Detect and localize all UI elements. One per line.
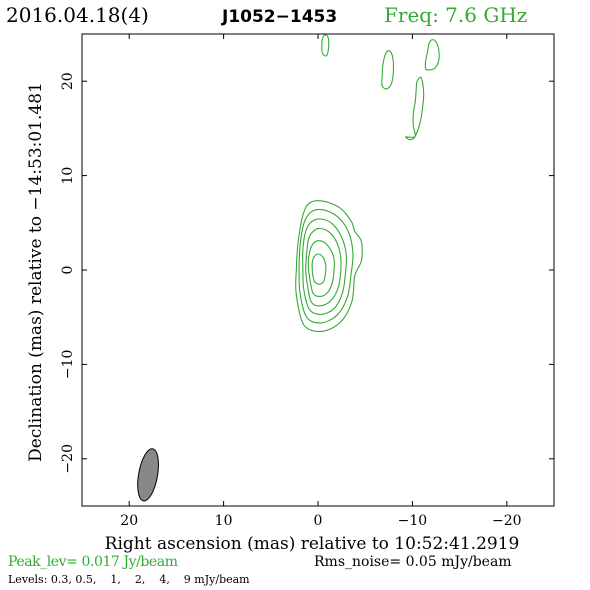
x-tick-label: 0 (314, 513, 323, 529)
contour-core (298, 208, 354, 324)
peak-level: Peak_lev= 0.017 Jy/beam (8, 554, 178, 570)
y-tick-label: −20 (60, 444, 76, 474)
beam-ellipse (137, 448, 159, 502)
y-axis-label: Declination (mas) relative to −14:53:01.… (26, 82, 46, 462)
contour-levels: Levels: 0.3, 0.5, 1, 2, 4, 9 mJy/beam (8, 573, 250, 586)
rms-noise: Rms_noise= 0.05 mJy/beam (314, 554, 512, 570)
frequency-label: Freq: 7.6 GHz (384, 3, 527, 27)
y-tick-label: 0 (60, 266, 76, 275)
x-tick-label: 10 (215, 513, 233, 529)
axis-ticks: 20 10 0 −10 −20 20 10 0 −10 −20 (60, 34, 554, 529)
contour-core (295, 200, 363, 333)
contour-core (302, 218, 348, 315)
beam-layer (137, 448, 159, 502)
plot-frame (81, 33, 555, 507)
observation-date: 2016.04.18(4) (6, 3, 149, 27)
y-tick-label: −10 (60, 350, 76, 380)
contour-core (307, 240, 335, 297)
contour-blob-b (381, 50, 395, 90)
contour-blob-c (424, 39, 440, 71)
y-tick-label: 10 (60, 167, 76, 185)
contour-blob-a (321, 34, 330, 57)
contour-blob-d (405, 76, 425, 141)
contour-core (305, 227, 342, 307)
x-tick-label: −10 (398, 513, 428, 529)
source-name: J1052−1453 (221, 7, 337, 27)
contour-layer (295, 34, 440, 333)
y-tick-label: 20 (60, 72, 76, 90)
x-tick-label: −20 (492, 513, 522, 529)
x-axis-label: Right ascension (mas) relative to 10:52:… (105, 534, 520, 554)
contour-core (311, 253, 327, 285)
x-tick-label: 20 (120, 513, 138, 529)
